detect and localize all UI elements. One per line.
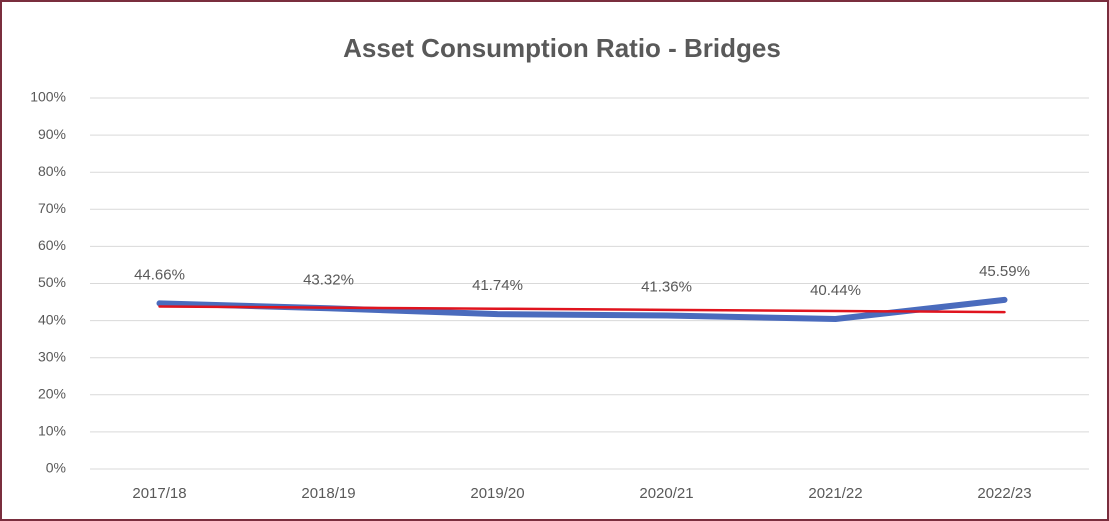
y-tick-label: 80% <box>38 163 66 179</box>
x-tick-label: 2021/22 <box>808 485 862 502</box>
x-tick-label: 2018/19 <box>301 485 355 502</box>
y-tick-label: 100% <box>30 89 66 105</box>
y-tick-label: 90% <box>38 126 66 142</box>
x-tick-label: 2022/23 <box>977 485 1031 502</box>
x-tick-label: 2020/21 <box>639 485 693 502</box>
y-tick-label: 40% <box>38 311 66 327</box>
y-tick-label: 60% <box>38 237 66 253</box>
y-tick-label: 0% <box>46 460 66 476</box>
trend-line <box>158 305 1006 314</box>
y-tick-label: 10% <box>38 423 66 439</box>
y-tick-label: 70% <box>38 200 66 216</box>
x-tick-label: 2019/20 <box>470 485 524 502</box>
data-label: 41.36% <box>641 279 692 296</box>
chart-title: Asset Consumption Ratio - Bridges <box>343 33 781 63</box>
y-tick-label: 20% <box>38 386 66 402</box>
data-label: 45.59% <box>979 263 1030 280</box>
y-tick-label: 30% <box>38 348 66 364</box>
y-tick-label: 50% <box>38 274 66 290</box>
x-tick-label: 2017/18 <box>132 485 186 502</box>
data-label: 40.44% <box>810 282 861 299</box>
data-label: 41.74% <box>472 277 523 294</box>
data-label: 44.66% <box>134 266 185 283</box>
data-label: 43.32% <box>303 271 354 288</box>
